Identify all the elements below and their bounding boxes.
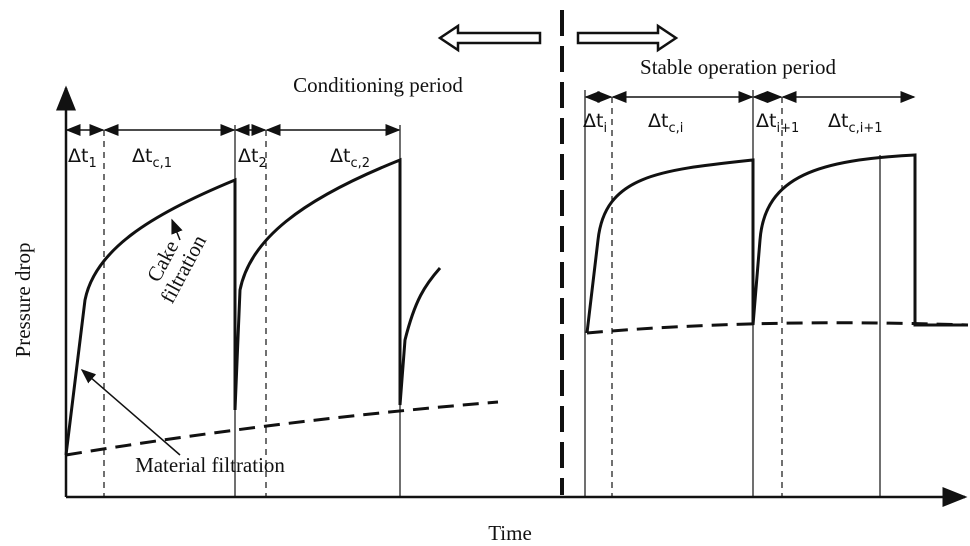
- pressure-curve-conditioning: [64, 157, 442, 456]
- period-label: Stable operation period: [640, 55, 836, 79]
- dashed-lines: [103, 97, 783, 497]
- symbol: Δt: [68, 145, 88, 167]
- interval-label: Δtc,i: [648, 110, 683, 136]
- annotation: Material filtration: [135, 453, 285, 477]
- interval-label: Δtc,2: [330, 145, 370, 171]
- symbol: Δt: [330, 145, 350, 167]
- symbol: Δt: [648, 110, 668, 132]
- period-label: Conditioning period: [293, 73, 463, 97]
- annotation: Cake filtration: [136, 220, 211, 307]
- y-axis-label: Pressure drop: [11, 243, 35, 358]
- subscript: 1: [88, 156, 96, 171]
- interval-label: Δt2: [238, 145, 267, 171]
- material-curve-conditioning: [65, 400, 499, 457]
- interval-label: Δti: [583, 110, 607, 136]
- symbol: Δt: [132, 145, 152, 167]
- symbol: Δt: [828, 110, 848, 132]
- pressure-curve-stable: [585, 153, 968, 334]
- material-pointer: [80, 369, 181, 456]
- material-curve-stable: [586, 321, 969, 335]
- cake-pointer: [171, 218, 183, 241]
- symbol: Δt: [238, 145, 258, 167]
- subscript: c,i+1: [848, 121, 882, 136]
- x-axis-label: Time: [488, 521, 532, 545]
- subscript: c,1: [152, 156, 172, 171]
- interval-label: Δt1: [68, 145, 97, 171]
- subscript: i+1: [776, 121, 799, 136]
- interval-label: Δtc,i+1: [828, 110, 883, 136]
- interval-arrows: [65, 91, 916, 136]
- interval-label: Δtc,1: [132, 145, 172, 171]
- interval-labels: Δt1 Δtc,1 Δt2 Δtc,2 Δti Δtc,i Δti+1 Δtc,…: [68, 110, 883, 171]
- interval-label: Δti+1: [756, 110, 799, 136]
- subscript: i: [603, 121, 607, 136]
- symbol: Δt: [756, 110, 776, 132]
- symbol: Δt: [583, 110, 603, 132]
- left-arrow: [437, 23, 542, 53]
- subscript: 2: [258, 156, 266, 171]
- subscript: c,i: [668, 121, 683, 136]
- subscript: c,2: [350, 156, 370, 171]
- right-arrow: [576, 23, 679, 53]
